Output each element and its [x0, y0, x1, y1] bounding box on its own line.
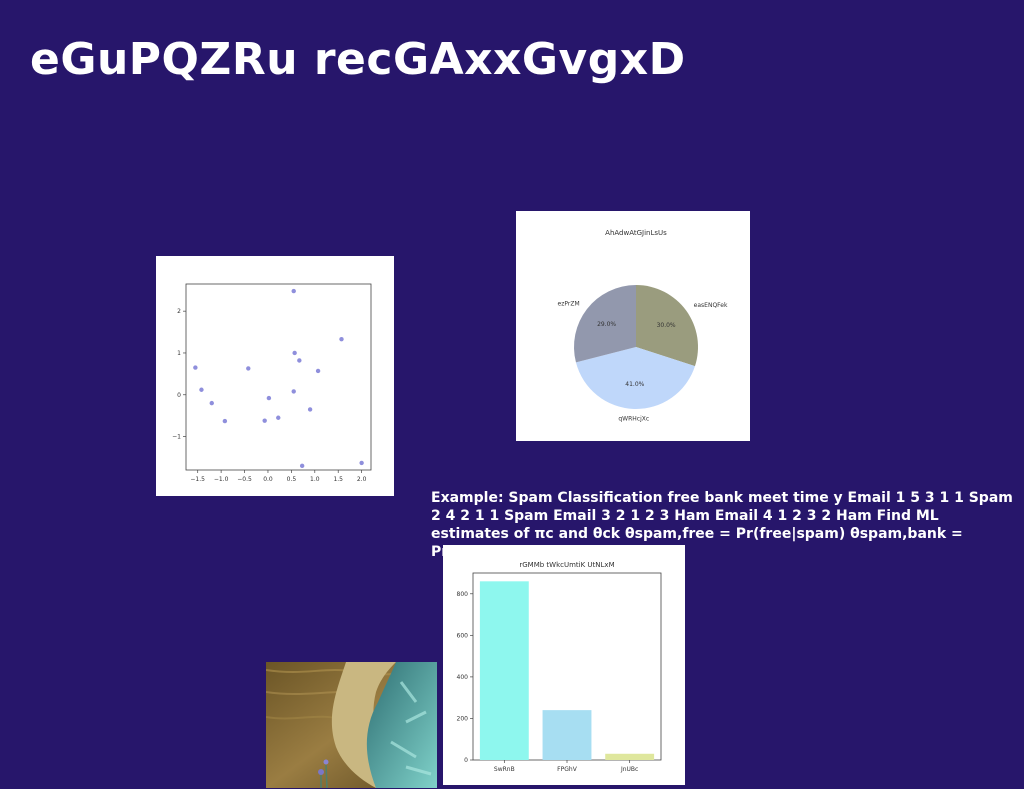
- y-tick-label: 200: [457, 715, 469, 722]
- scatter-point: [246, 366, 251, 371]
- y-tick-label: 400: [457, 674, 469, 681]
- x-tick-label: −0.5: [237, 476, 252, 483]
- bar-chart: rGMMb tWkcUmtiK UtNLxM 0 200 400 600 800 SwRnB…: [443, 545, 685, 785]
- y-tick-label: 2: [177, 308, 181, 315]
- pie-chart-svg: AhAdwAtGJinLsUs 30.0% easENQFek 41.0% qWRHcj…: [558, 229, 728, 422]
- scatter-point: [222, 418, 228, 424]
- scatter-point: [266, 395, 272, 401]
- bar-chart-svg: rGMMb tWkcUmtiK UtNLxM 0 200 400 600 800 SwRnB…: [457, 561, 662, 773]
- pie-slice: [575, 347, 695, 409]
- scatter-point: [315, 368, 321, 374]
- x-tick-label: −1.5: [190, 476, 205, 483]
- photo-flower: [318, 769, 324, 775]
- pie-slice: [636, 285, 698, 367]
- landscape-photo: [266, 662, 437, 788]
- y-tick-label: 600: [457, 632, 469, 639]
- x-tick-label: 0.0: [263, 476, 273, 483]
- bar-title: rGMMb tWkcUmtiK UtNLxM: [519, 561, 614, 569]
- pie-chart: AhAdwAtGJinLsUs 30.0% easENQFek 41.0% qWRHcj…: [516, 211, 750, 441]
- scatter-point: [339, 336, 344, 342]
- scatter-point: [193, 365, 198, 370]
- scatter-point: [291, 288, 296, 294]
- plot-frame: [185, 283, 372, 471]
- scatter-point: [199, 387, 204, 392]
- photo-flower: [323, 759, 329, 765]
- bar: [542, 710, 592, 760]
- y-tick-label: −1: [172, 434, 181, 441]
- pie-slice-percent: 30.0%: [657, 322, 676, 329]
- x-tick-label: JnUBc: [620, 766, 638, 773]
- scatter-point: [359, 460, 364, 466]
- x-tick-label: 1.5: [333, 476, 343, 483]
- bar: [479, 581, 529, 760]
- x-tick-label: −1.0: [214, 476, 229, 483]
- pie-slice-percent: 41.0%: [625, 381, 644, 388]
- scatter-point: [297, 358, 302, 363]
- x-tick-label: SwRnB: [494, 766, 515, 773]
- photo-foliage: [366, 662, 437, 788]
- pie-slice-label: qWRHcjXc: [618, 415, 649, 422]
- y-tick-label: 0: [177, 392, 181, 399]
- y-tick-label: 0: [464, 757, 468, 764]
- x-tick-label: 2.0: [357, 476, 367, 483]
- scatter-point: [262, 418, 267, 423]
- scatter-point: [291, 389, 296, 394]
- landscape-photo-svg: [266, 662, 437, 788]
- scatter-point: [209, 400, 214, 406]
- pie-slice-percent: 29.0%: [597, 321, 616, 328]
- scatter-point: [307, 407, 313, 412]
- pie-slice-label: easENQFek: [694, 302, 728, 309]
- scatter-chart: −1.5 −1.0 −0.5 0.0 0.5 1.0 1.5 2.0 −1 0 1 2: [156, 256, 394, 496]
- bar: [605, 753, 655, 760]
- slide-title: eGuPQZRu recGAxxGvgxD: [30, 34, 686, 85]
- y-tick-label: 800: [457, 591, 469, 598]
- x-tick-label: 0.5: [287, 476, 297, 483]
- scatter-point: [292, 350, 297, 356]
- x-tick-label: 1.0: [310, 476, 320, 483]
- y-tick-label: 1: [177, 350, 181, 357]
- pie-slice-label: ezPrZM: [558, 300, 580, 307]
- x-tick-label: FPGhV: [557, 766, 578, 773]
- scatter-point: [299, 463, 305, 469]
- scatter-chart-svg: −1.5 −1.0 −0.5 0.0 0.5 1.0 1.5 2.0 −1 0 1 2: [172, 283, 372, 483]
- pie-title: AhAdwAtGJinLsUs: [605, 229, 667, 237]
- pie-slice: [574, 285, 636, 363]
- scatter-point: [276, 415, 281, 420]
